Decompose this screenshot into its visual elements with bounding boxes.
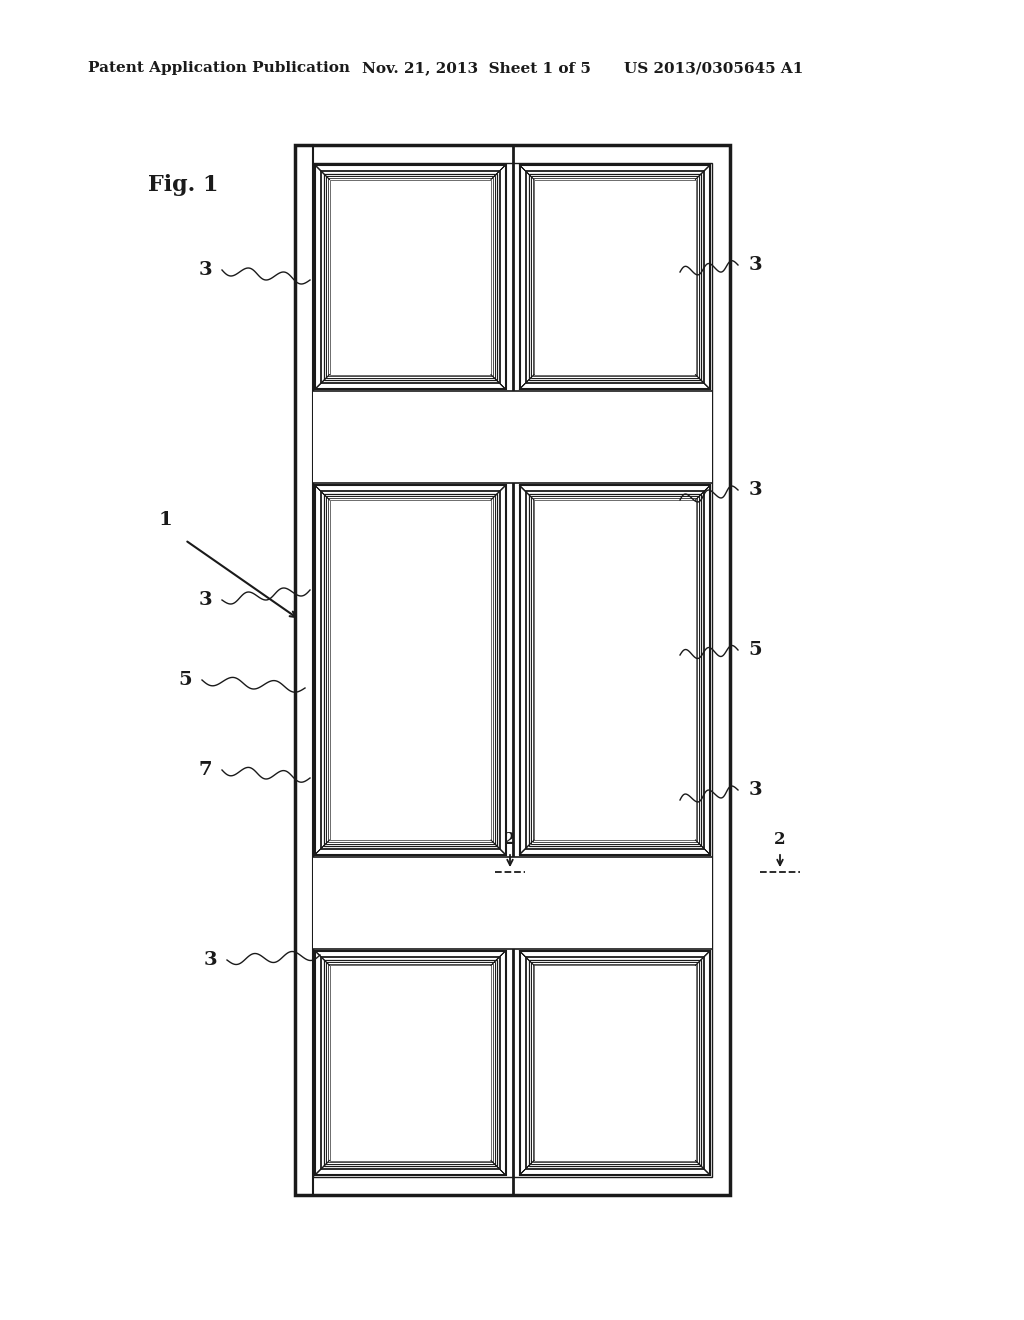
- Bar: [313, 162, 712, 1177]
- Bar: [519, 950, 710, 1175]
- Text: Nov. 21, 2013  Sheet 1 of 5: Nov. 21, 2013 Sheet 1 of 5: [362, 61, 591, 75]
- Bar: [330, 500, 490, 840]
- Text: 3: 3: [749, 256, 762, 275]
- Bar: [315, 165, 506, 389]
- Bar: [328, 964, 493, 1162]
- Bar: [328, 178, 493, 376]
- Text: 3: 3: [203, 950, 217, 969]
- Bar: [321, 957, 500, 1170]
- Text: 2: 2: [774, 832, 785, 849]
- Bar: [519, 165, 710, 389]
- Text: 3: 3: [749, 480, 762, 499]
- Text: Patent Application Publication: Patent Application Publication: [88, 61, 350, 75]
- Bar: [313, 391, 712, 483]
- Bar: [324, 960, 497, 1166]
- Bar: [313, 857, 712, 949]
- Text: 7: 7: [199, 762, 212, 779]
- Text: 3: 3: [749, 781, 762, 799]
- Bar: [534, 500, 695, 840]
- Bar: [532, 964, 697, 1162]
- Bar: [530, 496, 699, 843]
- Bar: [315, 950, 506, 1175]
- Bar: [534, 965, 695, 1160]
- Bar: [330, 965, 490, 1160]
- Bar: [532, 178, 697, 376]
- Bar: [525, 172, 705, 383]
- Text: 1: 1: [158, 511, 172, 529]
- Bar: [530, 176, 699, 378]
- Text: 3: 3: [199, 591, 212, 609]
- Bar: [326, 962, 495, 1164]
- Text: Fig. 1: Fig. 1: [148, 174, 218, 195]
- Bar: [528, 174, 701, 380]
- Bar: [525, 957, 705, 1170]
- Text: 2: 2: [504, 832, 516, 849]
- Bar: [326, 176, 495, 378]
- Bar: [328, 499, 493, 842]
- Text: 5: 5: [749, 642, 762, 659]
- Bar: [315, 486, 506, 854]
- Text: US 2013/0305645 A1: US 2013/0305645 A1: [624, 61, 804, 75]
- Bar: [532, 499, 697, 842]
- Bar: [321, 491, 500, 849]
- Bar: [324, 174, 497, 380]
- Bar: [321, 172, 500, 383]
- Bar: [330, 180, 490, 375]
- Bar: [530, 962, 699, 1164]
- Bar: [534, 180, 695, 375]
- Text: 5: 5: [178, 671, 191, 689]
- Text: 3: 3: [199, 261, 212, 279]
- Bar: [326, 496, 495, 843]
- Bar: [324, 495, 497, 846]
- Bar: [519, 486, 710, 854]
- Bar: [295, 145, 730, 1195]
- Bar: [528, 495, 701, 846]
- Bar: [525, 491, 705, 849]
- Bar: [528, 960, 701, 1166]
